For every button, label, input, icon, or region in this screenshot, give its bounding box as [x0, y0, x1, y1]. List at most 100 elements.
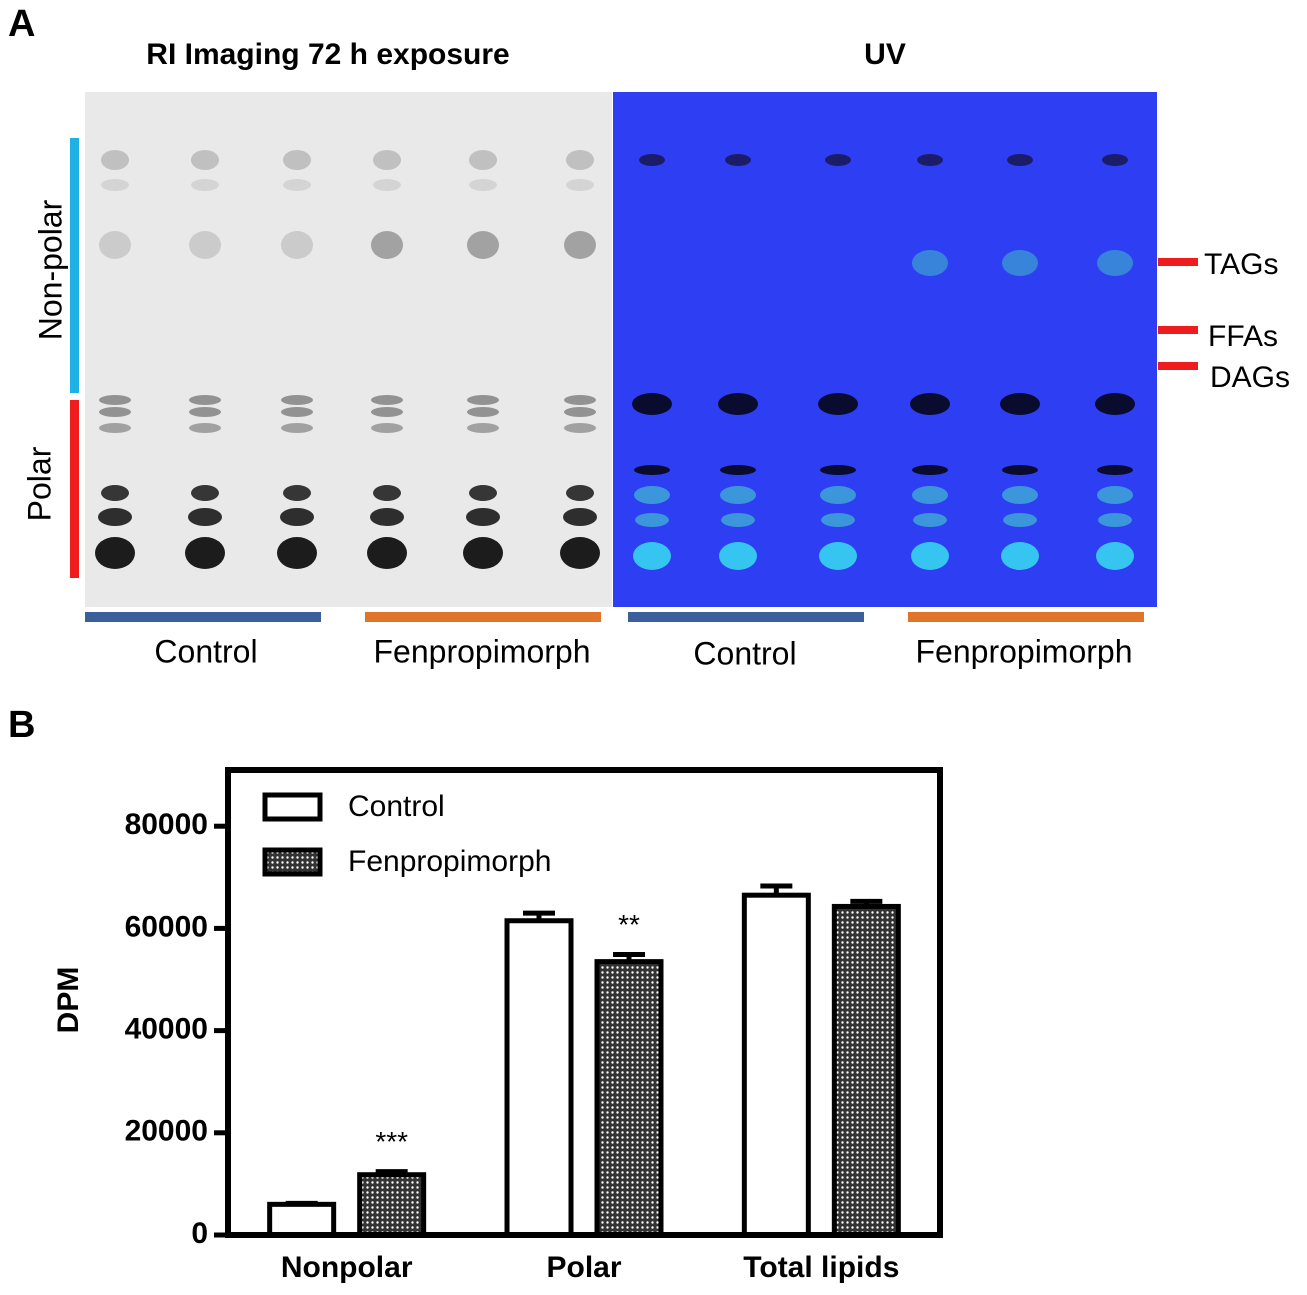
spot	[467, 423, 499, 433]
spot	[566, 179, 594, 191]
spot	[281, 395, 313, 405]
spot	[370, 508, 404, 526]
spot	[1000, 393, 1040, 415]
spot	[189, 395, 221, 405]
spot	[564, 231, 596, 259]
spot	[1097, 465, 1133, 475]
spot	[283, 150, 311, 170]
lipid-label: TAGs	[1204, 248, 1278, 281]
spot	[635, 513, 669, 527]
spot	[466, 508, 500, 526]
spot	[564, 407, 596, 417]
spot	[373, 485, 401, 501]
spot	[1002, 486, 1038, 504]
plot-frame	[225, 767, 943, 1238]
significance-label: ***	[375, 1126, 408, 1157]
bar	[741, 892, 811, 1238]
spot	[912, 486, 948, 504]
spot	[564, 395, 596, 405]
y-tick-label: 0	[191, 1217, 208, 1250]
side-label: Polar	[21, 446, 57, 521]
bar	[831, 903, 901, 1238]
panel-title: RI Imaging 72 h exposure	[146, 38, 509, 71]
spot	[188, 508, 222, 526]
spot	[280, 508, 314, 526]
spot	[632, 393, 672, 415]
spot	[1102, 154, 1128, 166]
spot	[819, 542, 857, 570]
x-tick-label: Total lipids	[743, 1251, 899, 1284]
spot	[634, 486, 670, 504]
error-bar	[850, 898, 883, 907]
spot	[1097, 486, 1133, 504]
spot	[718, 393, 758, 415]
side-label: Non-polar	[32, 199, 68, 340]
legend-swatch	[262, 792, 323, 822]
group-bar	[85, 612, 321, 622]
legend-swatch	[262, 847, 323, 877]
spot	[373, 150, 401, 170]
spot	[912, 465, 948, 475]
spot	[721, 513, 755, 527]
bar	[594, 959, 664, 1238]
group-bar	[628, 612, 864, 622]
spot	[1002, 465, 1038, 475]
spot	[467, 395, 499, 405]
spot	[185, 537, 225, 569]
spot	[463, 537, 503, 569]
spot	[1001, 542, 1039, 570]
spot	[720, 486, 756, 504]
group-label: Fenpropimorph	[916, 633, 1133, 669]
x-tick-label: Polar	[546, 1251, 621, 1284]
spot	[281, 231, 313, 259]
spot	[277, 537, 317, 569]
spot	[1096, 542, 1134, 570]
panel-label: A	[8, 3, 35, 45]
error-bar	[523, 910, 555, 921]
panel-title: UV	[864, 38, 906, 71]
legend-label: Fenpropimorph	[348, 845, 551, 878]
lipid-marker	[1158, 362, 1198, 370]
spot	[825, 154, 851, 166]
spot	[821, 513, 855, 527]
spot	[720, 465, 756, 475]
spot	[373, 179, 401, 191]
tlc-spots	[95, 150, 1135, 570]
panel-label: B	[8, 704, 35, 746]
y-tick-label: 80000	[125, 808, 208, 841]
group-bar	[908, 612, 1144, 622]
spot	[1003, 513, 1037, 527]
polar-bar	[70, 400, 79, 578]
bar	[504, 918, 574, 1238]
group-bar	[365, 612, 601, 622]
spot	[818, 393, 858, 415]
spot	[469, 150, 497, 170]
spot	[191, 179, 219, 191]
spot	[917, 154, 943, 166]
spot	[563, 508, 597, 526]
spot	[820, 465, 856, 475]
spot	[99, 407, 131, 417]
spot	[910, 393, 950, 415]
y-axis-label: DPM	[52, 967, 85, 1034]
spot	[99, 423, 131, 433]
lipid-label: DAGs	[1210, 361, 1290, 394]
spot	[560, 537, 600, 569]
y-tick-label: 60000	[125, 910, 208, 943]
spot	[469, 179, 497, 191]
spot	[189, 231, 221, 259]
y-tick-label: 20000	[125, 1115, 208, 1148]
spot	[469, 485, 497, 501]
error-bar	[760, 883, 793, 896]
spot	[189, 423, 221, 433]
group-label: Control	[693, 635, 796, 671]
spot	[913, 513, 947, 527]
uv-image	[613, 92, 1157, 607]
spot	[639, 154, 665, 166]
spot	[281, 407, 313, 417]
spot	[95, 537, 135, 569]
legend-label: Control	[348, 790, 445, 823]
spot	[634, 465, 670, 475]
